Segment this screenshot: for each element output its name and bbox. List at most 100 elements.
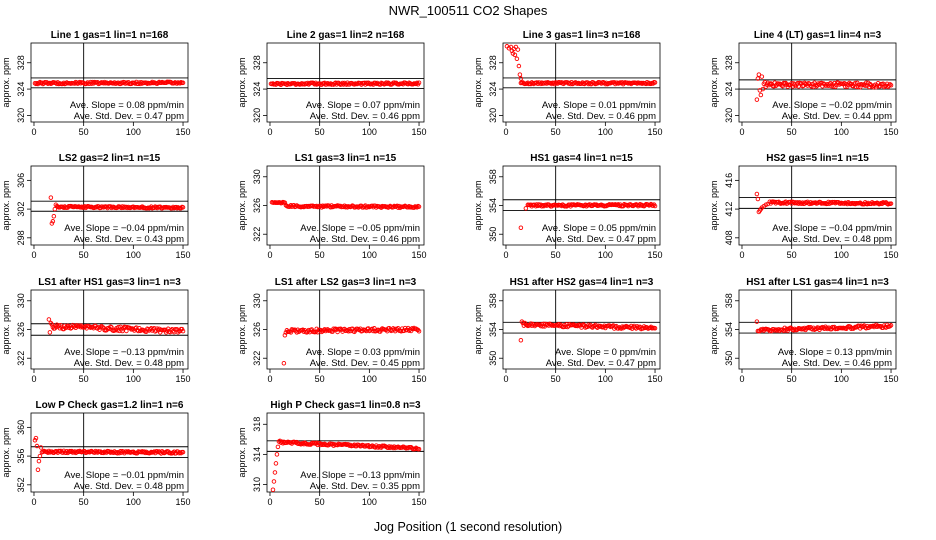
data-point xyxy=(581,322,586,327)
y-tick-label: 358 xyxy=(724,293,734,308)
data-point xyxy=(180,205,186,210)
data-point xyxy=(319,441,324,447)
data-point xyxy=(300,440,306,446)
figure-title: NWR_100511 CO2 Shapes xyxy=(389,3,548,18)
data-point xyxy=(540,324,546,329)
y-tick-label: 328 xyxy=(16,55,26,70)
data-point xyxy=(333,326,338,332)
data-point xyxy=(650,203,656,208)
data-point xyxy=(273,461,279,466)
data-point xyxy=(847,200,852,206)
slope-annotation: Ave. Slope = −0.04 ppm/min xyxy=(772,223,892,234)
data-point xyxy=(279,200,285,206)
data-point xyxy=(758,92,764,98)
x-tick-label: 100 xyxy=(598,374,613,384)
data-point xyxy=(517,72,523,77)
y-tick-label: 322 xyxy=(16,351,26,366)
x-tick-label: 0 xyxy=(267,374,272,384)
data-point xyxy=(371,328,376,334)
data-point xyxy=(399,445,405,450)
x-tick-label: 50 xyxy=(787,374,797,384)
x-tick-label: 0 xyxy=(503,374,508,384)
data-points xyxy=(281,325,422,366)
y-axis-label: approx. ppm xyxy=(709,57,719,107)
panel-title: Low P Check gas=1.2 lin=1 n=6 xyxy=(36,400,184,411)
data-points xyxy=(270,438,422,492)
x-tick-label: 100 xyxy=(598,250,613,260)
slope-annotation: Ave. Slope = −0.04 ppm/min xyxy=(64,223,184,234)
panel-4: Line 4 (LT) gas=1 lin=4 n=3 approx. ppm 0 5… xyxy=(709,30,899,137)
data-point xyxy=(410,326,416,332)
y-tick-label: 324 xyxy=(16,82,26,97)
std-dev-annotation: Ave. Std. Dev. = 0.48 ppm xyxy=(74,358,184,369)
data-point xyxy=(416,446,422,452)
data-point xyxy=(606,202,611,208)
y-axis-label: approx. ppm xyxy=(473,304,483,354)
panel-2: Line 2 gas=1 lin=2 n=168 approx. ppm 0 50 10… xyxy=(237,30,427,137)
data-point xyxy=(652,326,658,331)
data-point xyxy=(416,328,422,334)
data-point xyxy=(813,200,818,205)
data-point xyxy=(812,80,817,85)
x-tick-label: 100 xyxy=(834,250,849,260)
panel-9: LS1 after HS1 gas=3 lin=1 n=3 approx. ppm… xyxy=(1,277,191,384)
y-axis-label: approx. ppm xyxy=(237,304,247,354)
plot-frame xyxy=(266,412,425,493)
data-point xyxy=(888,82,894,88)
y-tick-label: 350 xyxy=(488,351,498,366)
data-point xyxy=(518,338,524,343)
x-tick-label: 0 xyxy=(267,497,272,507)
slope-annotation: Ave. Slope = 0.13 ppm/min xyxy=(778,347,892,358)
x-tick-label: 150 xyxy=(648,127,663,137)
y-tick-label: 350 xyxy=(488,227,498,242)
data-point xyxy=(516,63,522,69)
panel-title: LS2 gas=2 lin=1 n=15 xyxy=(59,153,161,164)
x-tick-label: 150 xyxy=(176,250,191,260)
data-point xyxy=(270,487,276,492)
data-point xyxy=(98,325,103,330)
std-dev-annotation: Ave. Std. Dev. = 0.47 ppm xyxy=(546,358,656,369)
panel-11: HS1 after HS2 gas=4 lin=1 n=3 approx. ppm… xyxy=(473,277,663,384)
y-axis-label: approx. ppm xyxy=(1,180,11,230)
data-point xyxy=(98,80,103,86)
data-point xyxy=(367,81,372,86)
panel-8: HS2 gas=5 lin=1 n=15 approx. ppm 0 50 100 150… xyxy=(709,153,899,260)
std-dev-annotation: Ave. Std. Dev. = 0.35 ppm xyxy=(310,481,420,492)
y-tick-label: 416 xyxy=(724,173,734,188)
std-dev-annotation: Ave. Std. Dev. = 0.44 ppm xyxy=(782,111,892,122)
x-tick-label: 50 xyxy=(315,497,325,507)
data-point xyxy=(324,82,329,87)
data-points xyxy=(504,44,658,87)
data-point xyxy=(355,204,360,209)
data-point xyxy=(49,322,55,327)
data-point xyxy=(853,201,858,207)
data-point xyxy=(275,444,281,450)
data-point xyxy=(858,323,864,329)
y-tick-label: 354 xyxy=(488,322,498,337)
data-point xyxy=(351,443,356,448)
y-tick-label: 328 xyxy=(252,55,262,70)
data-point xyxy=(754,97,760,102)
y-axis-label: approx. ppm xyxy=(473,180,483,230)
y-axis-label: approx. ppm xyxy=(709,304,719,354)
data-point xyxy=(563,324,568,329)
data-point xyxy=(583,325,588,330)
data-point xyxy=(282,200,288,205)
data-point xyxy=(321,442,326,447)
data-point xyxy=(819,325,824,331)
slope-annotation: Ave. Slope = 0.03 ppm/min xyxy=(306,347,420,358)
y-tick-label: 322 xyxy=(252,351,262,366)
data-point xyxy=(398,329,404,334)
data-point xyxy=(816,81,821,86)
y-tick-label: 326 xyxy=(252,322,262,337)
slope-annotation: Ave. Slope = −0.13 ppm/min xyxy=(300,470,420,481)
x-tick-label: 0 xyxy=(267,250,272,260)
data-point xyxy=(48,195,54,200)
y-tick-label: 408 xyxy=(724,230,734,245)
data-point xyxy=(272,470,278,475)
y-tick-label: 352 xyxy=(16,477,26,492)
data-point xyxy=(56,323,62,328)
y-tick-label: 320 xyxy=(16,108,26,123)
x-tick-label: 150 xyxy=(648,374,663,384)
data-points xyxy=(32,79,186,87)
